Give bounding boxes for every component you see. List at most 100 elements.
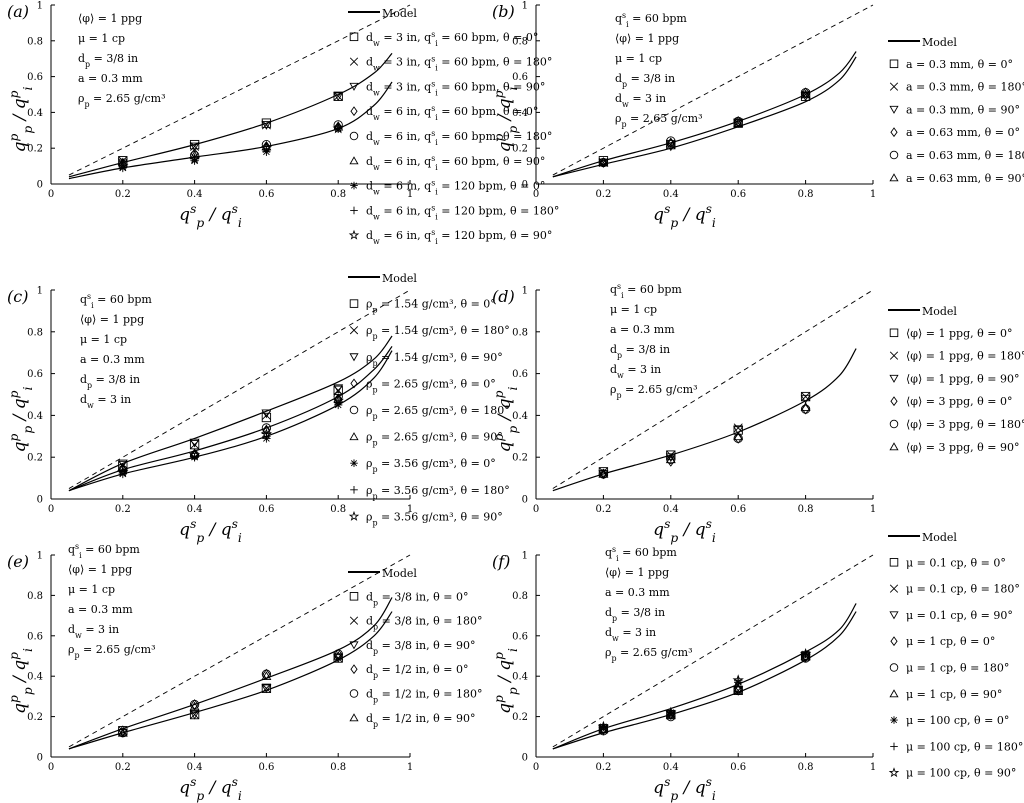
legend-entry: dw = 3 in, qsi = 60 bpm, θ = 180°	[366, 54, 552, 72]
data-point-star	[332, 394, 344, 406]
legend-marker-x	[349, 326, 359, 335]
data-point-tri-up	[333, 651, 344, 660]
legend-entry: ⟨φ⟩ = 3 ppg, θ = 90°	[906, 441, 1019, 454]
legend-marker-tri-up	[349, 156, 359, 165]
model-curve	[552, 603, 857, 750]
legend-marker-tri-up	[889, 689, 899, 698]
data-point-star	[260, 428, 273, 440]
data-point-x	[733, 685, 743, 695]
legend-marker-square	[349, 299, 359, 308]
y-tick-label: 0	[37, 180, 43, 191]
y-tick-label: 1	[37, 286, 43, 297]
legend-entry: a = 0.3 mm, θ = 90°	[906, 103, 1020, 116]
legend-marker-tri-up	[349, 432, 359, 441]
legend-entry: μ = 100 cp, θ = 180°	[906, 740, 1023, 753]
y-tick-label: 0.2	[512, 453, 528, 464]
y-tick-label: 0.4	[27, 108, 43, 119]
data-point-tri-up	[598, 469, 609, 478]
legend-marker-tri-down	[349, 353, 359, 362]
parameter-annotation: a = 0.3 mm	[68, 603, 133, 616]
legend-marker-circle	[889, 419, 899, 429]
y-tick-label: 0.8	[512, 36, 528, 47]
legend-marker-diamond	[350, 378, 358, 389]
y-tick-label: 0.6	[27, 72, 43, 83]
legend-entry: μ = 0.1 cp, θ = 0°	[906, 556, 1006, 569]
x-tick-label: 1	[407, 189, 413, 200]
legend-entry: μ = 1 cp, θ = 90°	[906, 688, 1002, 701]
data-point-tri-up	[261, 671, 272, 681]
data-point-circle	[800, 88, 811, 98]
legend-entry: μ = 0.1 cp, θ = 90°	[906, 609, 1013, 622]
legend-marker-square	[889, 558, 899, 567]
x-tick-label: 0.8	[798, 189, 814, 200]
panel-label: (a)	[7, 2, 29, 21]
data-point-star	[117, 160, 129, 171]
legend-entry: a = 0.63 mm, θ = 0°	[906, 126, 1020, 139]
y-tick-label: 0.6	[512, 631, 528, 642]
parameter-annotation: a = 0.3 mm	[605, 586, 670, 599]
parameter-annotation: dw = 3 in	[615, 92, 666, 109]
legend-marker-square	[889, 328, 899, 338]
parameter-annotation: ρp = 2.65 g/cm³	[68, 643, 155, 660]
legend-entry: dw = 6 in, qsi = 120 bpm, θ = 180°	[366, 203, 559, 221]
data-point-square	[666, 139, 676, 150]
legend-entry: dp = 3/8 in, θ = 90°	[366, 639, 475, 656]
panel-label: (b)	[492, 2, 515, 21]
parameter-annotation: ⟨φ⟩ = 1 ppg	[68, 563, 132, 576]
parameter-annotation: μ = 1 cp	[615, 52, 662, 65]
data-point-tri-down	[800, 394, 811, 404]
y-tick-label: 1	[522, 551, 528, 562]
legend-entry: a = 0.3 mm, θ = 180°	[906, 81, 1024, 94]
legend-marker-asterisk	[350, 459, 358, 467]
legend-entry: dw = 6 in, qsi = 120 bpm, θ = 90°	[366, 228, 552, 246]
data-point-circle	[733, 433, 743, 444]
x-tick-label: 0.4	[187, 189, 203, 200]
x-tick-label: 0.4	[187, 762, 203, 773]
y-tick-label: 1	[37, 551, 43, 562]
x-tick-label: 0.2	[115, 189, 131, 200]
y-tick-label: 0.4	[512, 411, 528, 422]
data-point-tri-up	[598, 157, 609, 167]
parameter-annotation: μ = 1 cp	[80, 333, 127, 346]
data-point-square	[261, 412, 272, 423]
data-point-tri-up	[665, 137, 676, 147]
legend-marker-circle	[349, 131, 359, 141]
parameter-annotation: μ = 1 cp	[68, 583, 115, 596]
model-curve	[552, 51, 857, 178]
x-tick-label: 1	[407, 504, 413, 515]
y-axis-label: qpp / qpi	[492, 648, 520, 714]
panel-b: 0 0.2 0.4 0.6 0.8 1 0 0.2 0.4 0.6 0.8 1 qsp / qsi qpp…	[492, 1, 1024, 231]
legend-marker-tri-down	[889, 105, 899, 114]
legend-marker-circle	[889, 150, 899, 160]
legend-entry: dw = 6 in, qsi = 60 bpm, θ = 0°	[366, 104, 538, 122]
legend-marker-tri-up	[889, 442, 899, 451]
x-tick-label: 0.8	[798, 762, 814, 773]
data-point-tri-up	[733, 118, 744, 127]
legend-marker-diamond	[890, 396, 898, 407]
data-point-circle	[333, 649, 343, 659]
legend-model-label: Model	[382, 567, 417, 580]
legend-entry: ⟨φ⟩ = 1 ppg, θ = 0°	[906, 327, 1012, 340]
parameter-annotation: dp = 3/8 in	[610, 343, 670, 360]
parameter-annotation: dw = 3 in	[80, 393, 131, 410]
x-axis-label: qsp / qsi	[653, 775, 716, 803]
data-point-x	[190, 710, 200, 720]
x-tick-label: 0.8	[798, 504, 814, 515]
legend-marker-diamond	[890, 636, 898, 647]
y-tick-label: 1	[37, 1, 43, 12]
panel-f: 0 0.2 0.4 0.6 0.8 1 0 0.2 0.4 0.6 0.8 1 qsp / qsi qpp…	[492, 531, 1023, 803]
model-curve	[552, 348, 857, 492]
legend: Model ρp = 1.54 g/cm³, θ = 0° ρp = 1.54 g/…	[348, 272, 510, 527]
y-tick-label: 0	[37, 753, 43, 764]
legend-entry: dp = 1/2 in, θ = 180°	[366, 688, 482, 705]
legend-marker-star	[348, 229, 360, 240]
data-point-circle	[189, 699, 200, 710]
legend-marker-x	[889, 351, 899, 360]
y-tick-label: 0	[522, 753, 528, 764]
legend-entry: μ = 0.1 cp, θ = 180°	[906, 583, 1020, 596]
data-point-tri-up	[665, 454, 676, 464]
y-tick-label: 1	[522, 286, 528, 297]
data-point-tri-up	[117, 727, 128, 737]
data-point-tri-down	[733, 426, 744, 435]
